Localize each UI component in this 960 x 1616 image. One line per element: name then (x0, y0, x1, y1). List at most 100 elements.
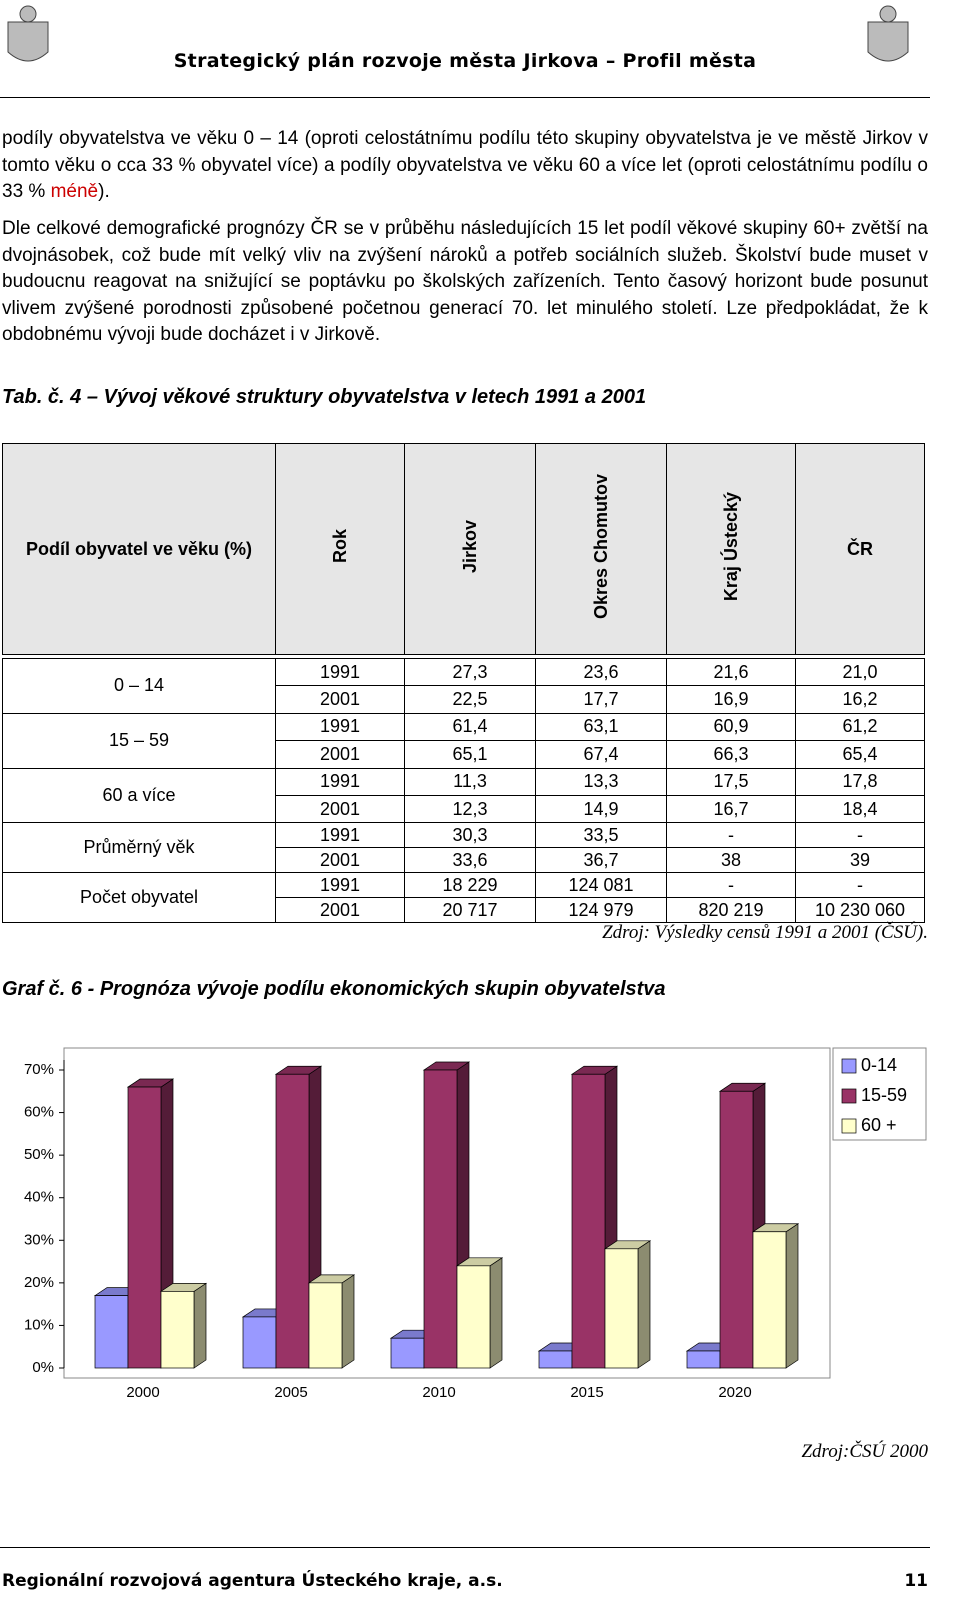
header-cell: Kraj Ústecký (666, 443, 796, 655)
x-tick-label: 2000 (126, 1384, 159, 1401)
table-cell: 16,7 (666, 794, 796, 824)
group-label: Průměrný věk (2, 822, 276, 874)
bar (686, 1350, 721, 1369)
table-row: 2001 12,3 14,9 16,7 18,4 (3, 794, 925, 824)
y-tick-label: 10% (24, 1316, 54, 1333)
x-tick-label: 2020 (718, 1384, 751, 1401)
y-tick-label: 70% (24, 1061, 54, 1078)
bar-side (193, 1282, 207, 1369)
header-cell: Podíl obyvatel ve věku (%) (2, 443, 276, 655)
bar (423, 1069, 458, 1369)
header-cell: Jirkov (404, 443, 536, 655)
bar (538, 1350, 573, 1369)
chart-caption: Graf č. 6 - Prognóza vývoje podílu ekono… (2, 978, 666, 1000)
bar (242, 1316, 277, 1369)
highlight: méně (50, 181, 99, 203)
table-cell: 22,5 (404, 685, 536, 714)
table-body: 0 – 14 1991 27,3 23,6 21,6 21,0 2001 22,5 17,7 16… (2, 657, 925, 924)
chart: 0% 10% 20% 30% 40% 50% 60% 70% 2000 2005 2010 2015 2… (24, 1047, 927, 1401)
table-cell: - (666, 872, 796, 899)
group-label: 15 – 59 (2, 712, 276, 769)
group-label: 60 a více (2, 767, 276, 824)
header-logos (7, 5, 909, 62)
header-title: Strategický plán rozvoje města Jirkova –… (173, 50, 757, 72)
table-row: 2001 22,5 17,7 16,9 16,2 (3, 685, 925, 714)
legend-swatch (841, 1118, 857, 1134)
table-cell: 33,5 (535, 822, 667, 849)
bar (275, 1073, 310, 1369)
table-cell: 2001 (275, 794, 405, 824)
table-row: 60 a více 1991 11,3 13,3 17,5 17,8 (2, 767, 925, 824)
x-tick-label: 2010 (422, 1384, 455, 1401)
y-tick-label: 20% (24, 1274, 54, 1291)
bar-side (785, 1223, 799, 1369)
table-cell: 124 081 (535, 872, 667, 899)
bar (94, 1295, 129, 1369)
legend-label: 15-59 (861, 1085, 907, 1105)
table-cell: 124 979 (535, 897, 667, 924)
table-cell: - (795, 822, 925, 849)
bar (604, 1248, 639, 1369)
table-cell: - (666, 822, 796, 849)
text: ). (98, 181, 110, 203)
y-tick-label: 50% (24, 1146, 54, 1163)
table-cell: 39 (795, 847, 925, 874)
header-rule (0, 97, 930, 98)
paragraph: Dle celkové demografické prognózy ČR se … (2, 218, 928, 346)
group-label: Počet obyvatel (2, 872, 276, 924)
bar (308, 1282, 343, 1369)
legend-label: 0-14 (861, 1055, 897, 1075)
header-cell: Rok (275, 443, 405, 655)
legend-label: 60 + (861, 1115, 897, 1135)
table-cell: 18,4 (795, 794, 925, 824)
table-cell: 14,9 (535, 794, 667, 824)
table-cell: 20 717 (404, 897, 536, 924)
header-cell: ČR (795, 443, 925, 655)
table-row: 15 – 59 1991 61,4 63,1 60,9 61,2 (2, 712, 925, 769)
bar-side (637, 1240, 651, 1369)
page-number: 11 (904, 1571, 928, 1591)
text: podíly obyvatelstva ve věku 0 – 14 (opro… (2, 128, 928, 203)
bar (456, 1265, 491, 1369)
table-cell: 18 229 (404, 872, 536, 899)
table-cell: 1991 (275, 767, 405, 796)
y-tick-label: 0% (32, 1359, 54, 1376)
table-row: 0 – 14 1991 27,3 23,6 21,6 21,0 (2, 657, 925, 714)
table-row: 2001 33,6 36,7 38 39 (3, 847, 925, 874)
table-row: Průměrný věk 1991 30,3 33,5- - (2, 822, 925, 874)
table-cell: 12,3 (404, 794, 536, 824)
footer-rule (0, 1547, 930, 1548)
table-caption: Tab. č. 4 – Vývoj věkové struktury obyva… (2, 386, 647, 408)
y-tick-label: 60% (24, 1104, 54, 1121)
header-cell: Okres Chomutov (535, 443, 667, 655)
bar (752, 1231, 787, 1369)
table-row: Počet obyvatel 1991 18 229 124 081- - (2, 872, 925, 924)
y-tick-label: 30% (24, 1231, 54, 1248)
y-tick-label: 40% (24, 1189, 54, 1206)
table-cell: 1991 (275, 712, 405, 742)
table-row: 2001 20 717 124 979 820 219 10 230 060 (3, 897, 925, 924)
table-cell: 2001 (275, 897, 405, 924)
table-cell: 2001 (275, 740, 405, 769)
header-text: ČR (847, 538, 873, 559)
x-tick-label: 2005 (274, 1384, 307, 1401)
x-tick-label: 2015 (570, 1384, 603, 1401)
bar-side (489, 1257, 503, 1369)
legend-swatch (841, 1058, 857, 1074)
table-cell: 30,3 (404, 822, 536, 849)
table-cell: 2001 (275, 685, 405, 714)
table-cell: 2001 (275, 847, 405, 874)
table-cell: 38 (666, 847, 796, 874)
table-source: Zdroj: Výsledky censů 1991 a 2001 (ČSÚ). (602, 922, 928, 943)
table-cell: 11,3 (404, 767, 536, 796)
table-cell: 17,5 (666, 767, 796, 796)
chart-source: Zdroj:ČSÚ 2000 (801, 1441, 928, 1462)
table-cell: 61,2 (795, 712, 925, 742)
logo-right (867, 5, 909, 62)
paragraph: podíly obyvatelstva ve věku 0 – 14 (opro… (2, 126, 928, 206)
legend-swatch (841, 1088, 857, 1104)
table-cell: 21,6 (666, 657, 796, 687)
logo-left (7, 5, 49, 62)
bar (390, 1337, 425, 1369)
